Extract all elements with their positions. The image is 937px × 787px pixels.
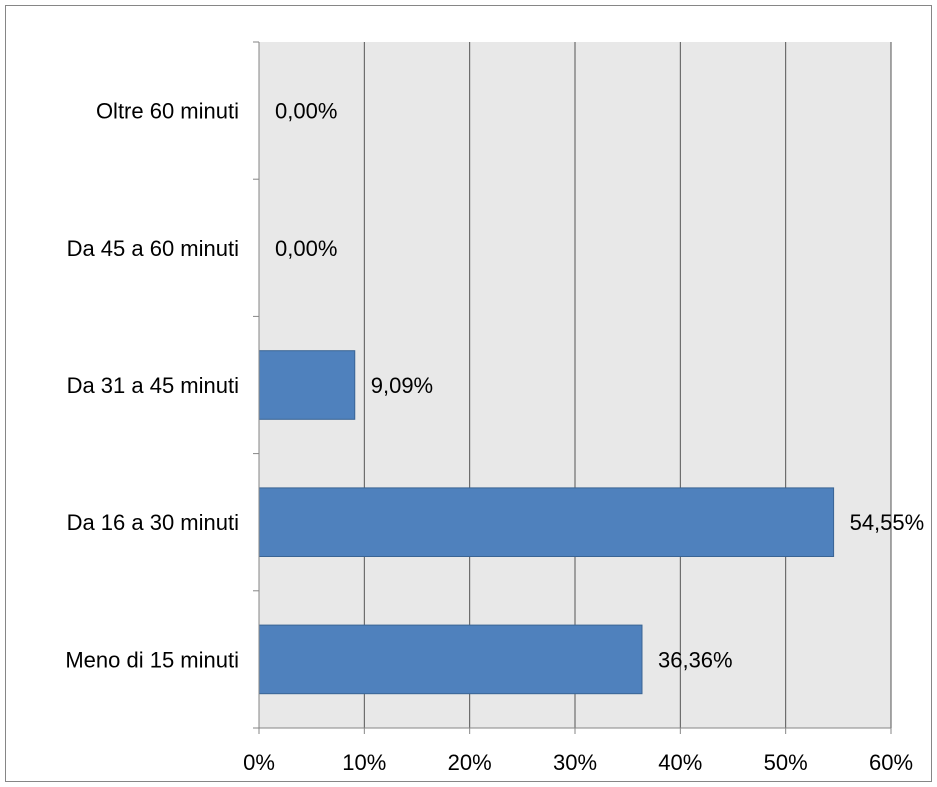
bar bbox=[258, 487, 835, 557]
category-labels: Oltre 60 minuti Da 45 a 60 minuti Da 31 a … bbox=[65, 99, 239, 673]
x-tick-label: 10% bbox=[342, 750, 386, 775]
category-label: Oltre 60 minuti bbox=[96, 99, 239, 124]
data-label: 0,00% bbox=[275, 236, 337, 261]
x-tick-label: 60% bbox=[869, 750, 913, 775]
category-label: Da 45 a 60 minuti bbox=[67, 236, 239, 261]
bar bbox=[258, 350, 356, 420]
data-labels: 0,00% 0,00% 9,09% 54,55% 36,36% bbox=[275, 99, 924, 673]
x-tick-label: 50% bbox=[764, 750, 808, 775]
data-label: 0,00% bbox=[275, 99, 337, 124]
x-tick-label: 40% bbox=[658, 750, 702, 775]
data-label: 54,55% bbox=[850, 510, 925, 535]
data-label: 9,09% bbox=[371, 373, 433, 398]
category-label: Da 31 a 45 minuti bbox=[67, 373, 239, 398]
x-tick-label: 20% bbox=[448, 750, 492, 775]
bar bbox=[258, 624, 643, 695]
data-label: 36,36% bbox=[658, 647, 733, 672]
category-label: Meno di 15 minuti bbox=[65, 647, 239, 672]
bars bbox=[258, 350, 835, 695]
x-tick-label: 0% bbox=[243, 750, 275, 775]
axes bbox=[253, 41, 892, 734]
gridlines bbox=[363, 42, 892, 728]
x-tick-label: 30% bbox=[553, 750, 597, 775]
x-tick-labels: 0% 10% 20% 30% 40% 50% 60% bbox=[243, 750, 913, 775]
category-label: Da 16 a 30 minuti bbox=[67, 510, 239, 535]
